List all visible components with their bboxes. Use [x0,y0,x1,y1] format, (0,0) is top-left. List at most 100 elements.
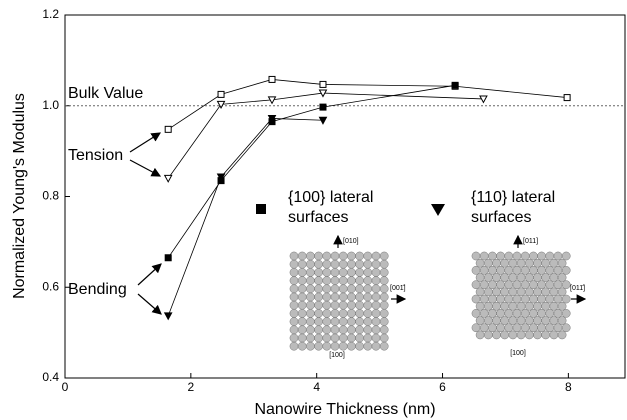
atom [533,273,542,282]
marker [164,125,172,133]
atom [314,325,323,335]
legend-text: {110} lateral [471,189,555,206]
atom [483,301,493,311]
atom [306,300,315,310]
atom [379,325,389,335]
atom [330,309,340,318]
atom [297,317,307,326]
atom [541,330,551,340]
atom [371,284,381,294]
atom [322,341,332,351]
atom [479,280,489,290]
atom [479,323,489,333]
atom [496,309,505,318]
y-tick-label: 1.2 [42,7,59,21]
atom [347,276,356,285]
atom [322,276,332,285]
atom [330,333,340,343]
atom [545,280,555,290]
atom [322,259,332,269]
atom [541,258,551,268]
atom [322,284,332,294]
atom [545,294,555,304]
atom [496,294,505,304]
atom [322,292,332,302]
atom [500,258,510,268]
atom [297,292,307,302]
direction-label: [100] [510,350,526,357]
atom [289,292,299,302]
atom [537,251,546,261]
atom [545,309,555,318]
atom [516,301,526,311]
atom [289,276,299,285]
atom [504,323,514,333]
atom [314,292,323,302]
atom [297,284,307,294]
atom [330,300,340,310]
marker [216,100,226,109]
atom [297,259,307,269]
atom [561,309,571,318]
atom [483,273,493,282]
atom [330,341,340,351]
atom [347,341,356,351]
atom [553,309,563,318]
atom [496,251,505,261]
atom [297,268,307,277]
atom [488,266,497,275]
atom [347,309,356,318]
atom [322,309,332,318]
legend-text: surfaces [471,209,531,226]
x-tick-label: 6 [439,380,446,394]
atom [520,294,530,304]
atom [541,287,551,297]
atom [314,341,323,351]
atom [314,276,323,285]
direction-label: [100] [329,352,345,359]
atom [322,317,332,326]
atom [322,251,332,261]
atom [355,333,364,343]
atom [306,325,315,335]
atom [492,287,501,297]
x-axis-label: Nanowire Thickness (nm) [254,401,435,418]
atom [347,300,356,310]
atom [549,258,559,268]
x-tick-label: 2 [187,380,194,394]
atom [379,317,389,326]
atom [363,309,373,318]
atom [520,323,530,333]
atom [355,341,364,351]
atom [338,333,348,343]
atom [379,268,389,277]
atom [371,300,381,310]
atom [483,330,493,340]
atom [504,294,514,304]
atom [533,287,542,297]
atom [479,266,489,275]
atom [355,317,364,326]
direction-label: [010] [343,238,359,245]
atom [338,276,348,285]
annotation: Bending [68,281,127,298]
arrow [137,263,162,286]
atom [500,316,510,325]
atom [504,251,514,261]
atom [524,301,534,311]
atom [520,266,530,275]
atom [533,301,542,311]
atom [561,266,571,275]
atom [314,300,323,310]
atom [524,316,534,325]
atom [297,309,307,318]
atom [553,251,563,261]
atom [561,294,571,304]
atom [512,251,522,261]
atom [504,280,514,290]
atom [289,325,299,335]
atom [355,259,364,269]
atom [322,325,332,335]
atom [488,280,497,290]
atom [471,280,481,290]
